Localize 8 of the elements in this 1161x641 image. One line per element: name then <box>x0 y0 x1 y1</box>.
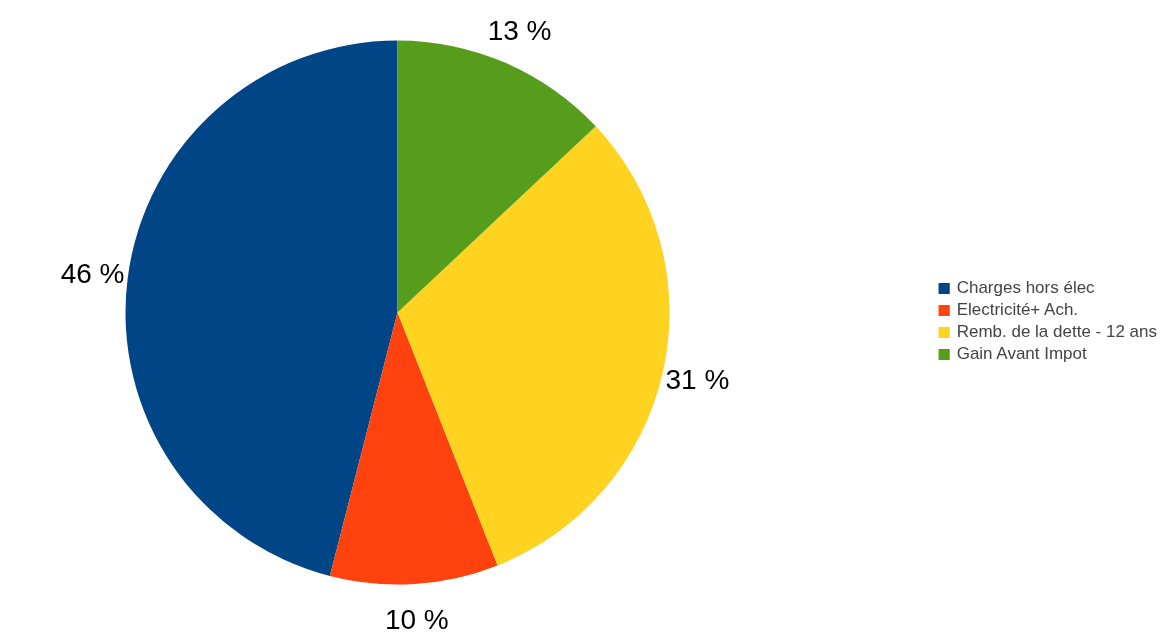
legend-label: Gain Avant Impot <box>956 343 1087 364</box>
data-label: 46 % <box>60 258 125 290</box>
legend-label: Remb. de la dette - 12 ans <box>956 321 1157 342</box>
legend-label: Electricité+ Ach. <box>956 299 1079 320</box>
data-label: 10 % <box>384 603 449 635</box>
data-label: 31 % <box>665 364 730 396</box>
legend-label: Charges hors élec <box>956 277 1095 298</box>
data-label: 13 % <box>487 14 552 46</box>
